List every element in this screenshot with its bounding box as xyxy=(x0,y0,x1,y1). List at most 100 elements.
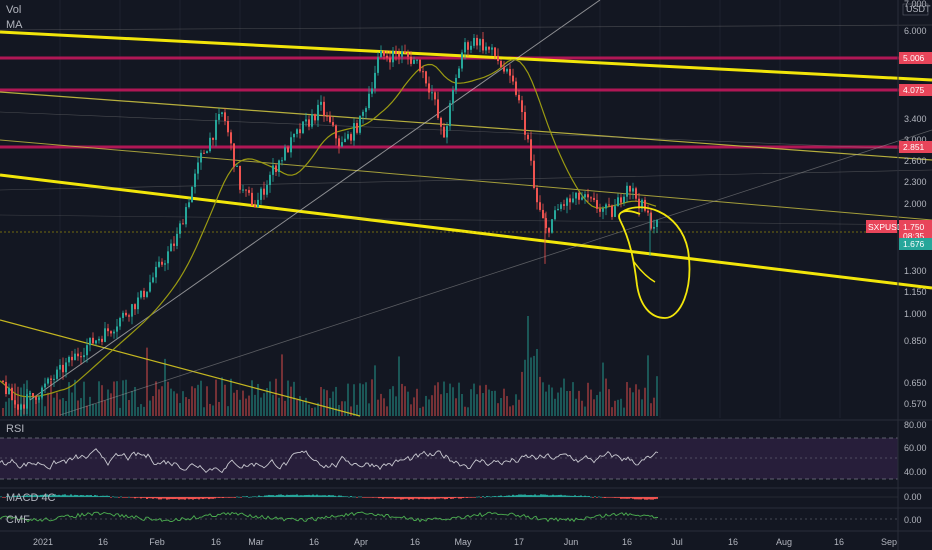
candle-body xyxy=(212,137,214,140)
volume-bar xyxy=(638,389,640,416)
volume-bar xyxy=(314,407,316,416)
candle-body xyxy=(650,212,652,229)
macd-histogram-bar xyxy=(438,497,440,499)
candle-body xyxy=(284,147,286,161)
candle-body xyxy=(167,251,169,264)
candle-body xyxy=(371,88,373,94)
candle-body xyxy=(377,57,379,73)
candle-body xyxy=(545,218,547,229)
macd-histogram-bar xyxy=(308,494,310,497)
macd-histogram-bar xyxy=(410,497,412,500)
macd-histogram-bar xyxy=(436,497,438,499)
macd-histogram-bar xyxy=(310,495,312,497)
candle-body xyxy=(56,369,58,379)
volume-bar xyxy=(470,389,472,416)
candle-body xyxy=(566,198,568,206)
macd-histogram-bar xyxy=(38,495,40,497)
macd-histogram-bar xyxy=(212,497,214,499)
macd-histogram-bar xyxy=(214,497,216,499)
volume-bar xyxy=(464,406,466,416)
rsi-pane xyxy=(0,437,898,480)
time-tick-label: 16 xyxy=(410,537,420,547)
macd-histogram-bar xyxy=(584,495,586,497)
candle-body xyxy=(458,68,460,78)
volume-bar xyxy=(302,401,304,416)
time-tick-label: 16 xyxy=(622,537,632,547)
macd-histogram-bar xyxy=(52,494,54,497)
macd-histogram-bar xyxy=(512,494,514,497)
volume-bar xyxy=(278,397,280,416)
candle-body xyxy=(191,186,193,203)
volume-bar xyxy=(347,383,349,416)
candle-body xyxy=(242,189,244,191)
macd-histogram-bar xyxy=(574,495,576,497)
volume-bar xyxy=(65,401,67,416)
volume-bar xyxy=(506,396,508,416)
candle-body xyxy=(206,151,208,154)
macd-histogram-bar xyxy=(580,495,582,497)
candle-body xyxy=(455,77,457,91)
macd-histogram-bar xyxy=(404,497,406,499)
low-price-tag xyxy=(899,238,932,250)
macd-histogram-bar xyxy=(408,497,410,500)
volume-bar xyxy=(173,391,175,416)
macd-histogram-bar xyxy=(248,496,250,498)
cmf-legend[interactable]: CMF xyxy=(6,514,30,526)
volume-bar xyxy=(140,404,142,416)
candle-body xyxy=(17,404,19,410)
volume-bar xyxy=(524,359,526,416)
volume-bar xyxy=(35,398,37,416)
candle-body xyxy=(569,198,571,203)
price-tick-label: 2.000 xyxy=(904,199,927,209)
time-axis[interactable]: 2021 16 Feb 16 Mar 16 Apr 16 May 17 Jun 16 Jul 16 Aug 1… xyxy=(33,537,897,547)
macd-histogram-bar xyxy=(352,496,354,498)
volume-bar xyxy=(530,357,532,416)
macd-histogram-bar xyxy=(60,495,62,497)
candle-body xyxy=(281,160,283,162)
candle-body xyxy=(653,226,655,229)
candle-body xyxy=(383,51,385,56)
candle-body xyxy=(38,397,40,400)
macd-histogram-bar xyxy=(314,495,316,497)
candle-body xyxy=(137,297,139,310)
macd-histogram-bar xyxy=(152,497,154,499)
candle-body xyxy=(275,165,277,173)
trendlines[interactable] xyxy=(0,0,932,417)
candle-body xyxy=(359,115,361,133)
volume-bar xyxy=(629,387,631,416)
macd-histogram-bar xyxy=(252,496,254,498)
macd-legend[interactable]: MACD 4C xyxy=(6,492,56,504)
volume-bar xyxy=(47,392,49,416)
macd-histogram-bar xyxy=(532,495,534,497)
candle-body xyxy=(29,392,31,395)
hand-drawn-circle-annotation[interactable] xyxy=(618,206,691,319)
macd-histogram-bar xyxy=(286,494,288,497)
volume-bar xyxy=(635,384,637,416)
volume-bar xyxy=(272,394,274,416)
candle-body xyxy=(395,50,397,54)
macd-histogram-bar xyxy=(50,495,52,497)
volume-legend[interactable]: Vol xyxy=(6,4,22,16)
candle-body xyxy=(290,137,292,153)
volume-bar xyxy=(68,382,70,416)
macd-histogram-bar xyxy=(84,495,86,497)
macd-histogram-bar xyxy=(320,495,322,497)
rsi-legend[interactable]: RSI xyxy=(6,423,25,435)
last-price-tag xyxy=(899,220,932,242)
candle-body xyxy=(59,364,61,370)
volume-bar xyxy=(497,403,499,416)
macd-histogram-bar xyxy=(342,496,344,497)
candle-body xyxy=(320,101,322,105)
candle-body xyxy=(575,192,577,199)
candle-body xyxy=(77,353,79,357)
macd-histogram-bar xyxy=(290,494,292,497)
volume-bar xyxy=(518,399,520,416)
volume-bar xyxy=(254,394,256,416)
volume-bar xyxy=(527,316,529,416)
macd-histogram-bar xyxy=(650,497,652,500)
macd-histogram-bar xyxy=(302,495,304,497)
ma-legend[interactable]: MA xyxy=(6,19,23,31)
candle-body xyxy=(92,337,94,344)
